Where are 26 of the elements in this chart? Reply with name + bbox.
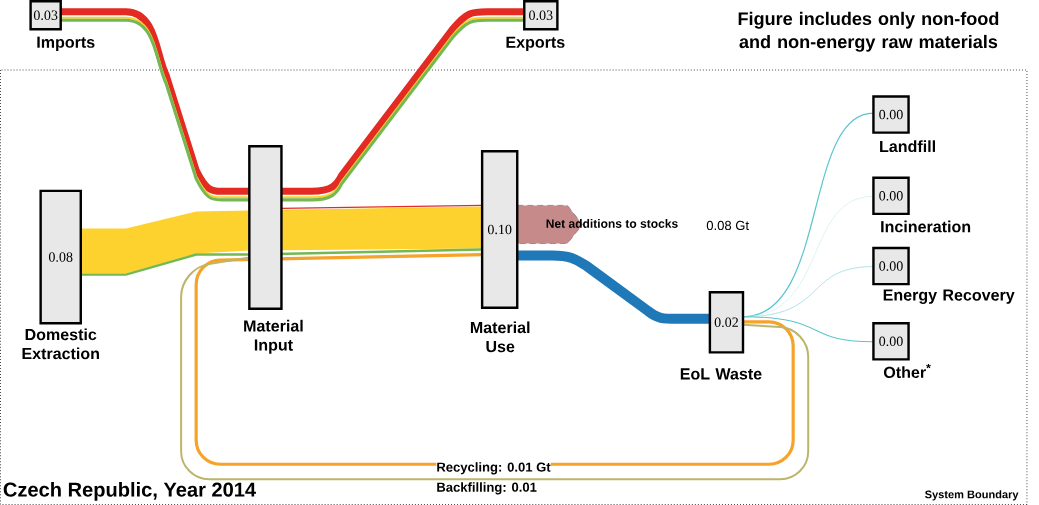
category-label: Imports: [37, 36, 95, 52]
data-label: 0.03: [33, 10, 58, 21]
data-label: 0.00: [879, 261, 903, 271]
category-label: Other$^{*}$: [883, 363, 931, 379]
category-label: Material Input: [244, 319, 303, 354]
data-label: 0.02: [714, 317, 738, 328]
category-label: Domestic Extraction: [22, 328, 99, 360]
text: Figure includes only non-food and non-energy raw materials: [738, 11, 999, 52]
text: Net additions to stocks: [546, 219, 678, 228]
category-label: Energy Recovery: [883, 289, 1015, 304]
data-label: 0.00: [879, 336, 903, 347]
data-label: 0.00: [879, 109, 903, 120]
data-label: 0.03: [529, 10, 553, 21]
category-label: Exports: [506, 36, 565, 52]
data-label: 0.10: [487, 224, 512, 235]
category-label: Landfill: [880, 140, 935, 153]
text: Recycling: 0.01 Gt: [437, 462, 551, 475]
text: System Boundary: [925, 490, 1019, 501]
text: Czech Republic, Year 2014: [3, 482, 256, 501]
category-label: Material Use: [470, 321, 530, 353]
category-label: EoL Waste: [680, 368, 762, 380]
category-label: Incineration: [881, 220, 971, 233]
data-label: 0.00: [879, 191, 903, 201]
text: Backfilling: 0.01: [437, 482, 537, 495]
data-label: 0.08: [48, 252, 73, 262]
text: 0.08 Gt: [706, 220, 749, 231]
